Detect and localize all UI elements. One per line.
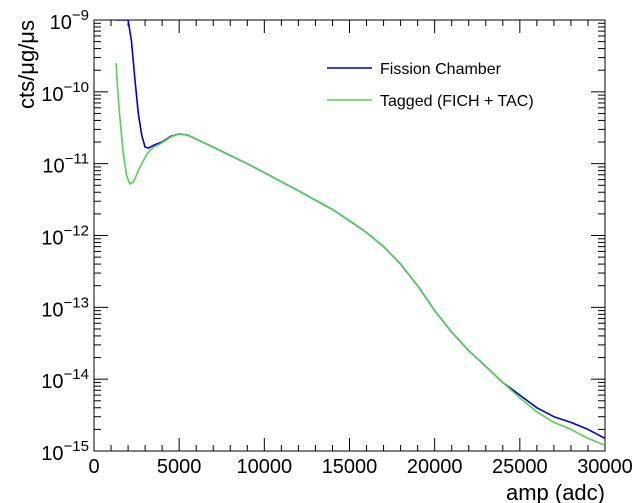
y-tick-label: 10−15	[41, 438, 89, 465]
x-tick-label: 5000	[157, 456, 202, 478]
x-tick-label: 0	[88, 456, 99, 478]
legend-label-0: Fission Chamber	[380, 61, 502, 78]
y-tick-label: 10−14	[41, 366, 89, 393]
y-tick-label: 10−11	[42, 151, 89, 178]
x-tick-label: 30000	[577, 456, 633, 478]
x-axis-title: amp (adc)	[506, 480, 605, 503]
x-tick-label: 15000	[322, 456, 378, 478]
x-tick-label: 25000	[492, 456, 548, 478]
y-axis: 10−15 10−14 10−13 10−12 10−11 10−10 10−9	[41, 7, 605, 465]
minor-ticks	[94, 20, 605, 451]
x-tick-label: 10000	[237, 456, 293, 478]
y-tick-label: 10−13	[41, 294, 89, 321]
legend-label-1: Tagged (FICH + TAC)	[380, 93, 534, 110]
legend: Fission Chamber Tagged (FICH + TAC)	[327, 61, 534, 110]
x-axis: 0 5000 10000 15000 20000 25000 30000	[88, 20, 633, 478]
y-axis-title: cts/μg/μs	[14, 20, 39, 109]
x-tick-label: 20000	[407, 456, 463, 478]
plot-area	[93, 19, 606, 452]
y-tick-label: 10−10	[41, 79, 89, 106]
y-tick-label: 10−12	[41, 223, 89, 250]
series-line-1	[115, 63, 605, 447]
series-layer	[115, 20, 605, 447]
y-tick-label: 10−9	[50, 7, 89, 34]
